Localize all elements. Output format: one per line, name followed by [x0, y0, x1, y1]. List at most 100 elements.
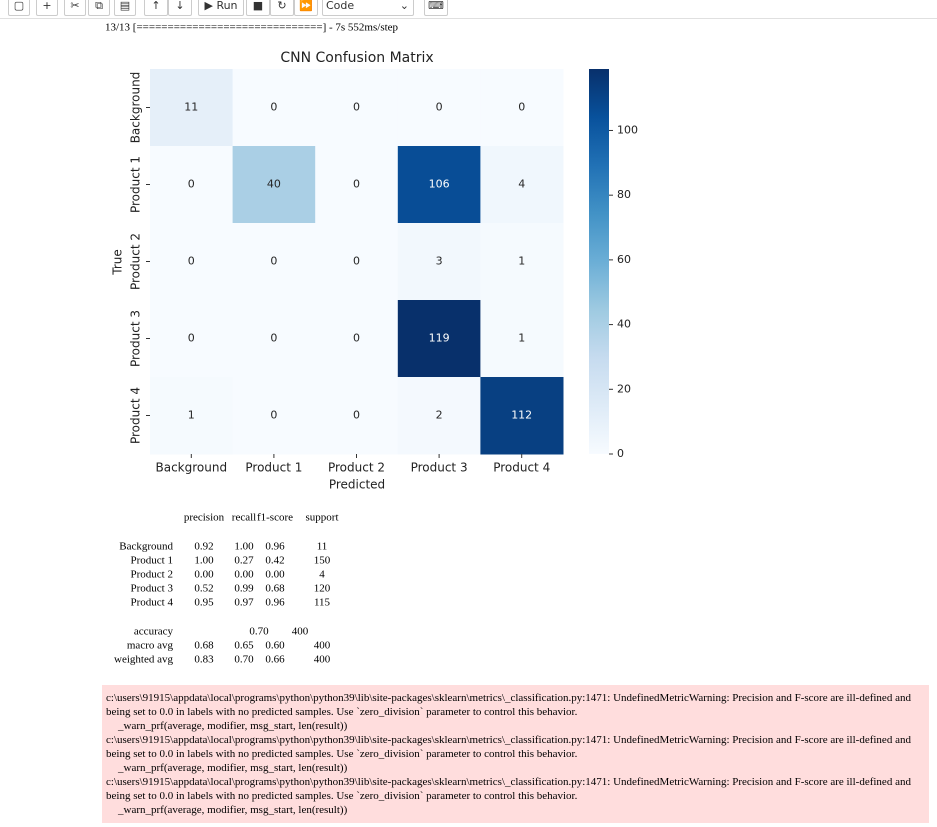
warning-message: c:\users\91915\appdata\local\programs\py…	[106, 734, 911, 760]
heatmap-cell	[150, 69, 234, 147]
cell-label: 0	[188, 255, 195, 268]
y-tick-label: Product 3	[129, 310, 143, 367]
restart-button[interactable]: ↻	[270, 0, 294, 16]
colorbar-tick-label: 80	[617, 188, 631, 201]
run-all-button[interactable]: ⏩	[294, 0, 318, 16]
report-cell: 0.97	[234, 597, 254, 609]
heatmap-cell	[480, 223, 564, 301]
run-button[interactable]: ▶ Run	[198, 0, 244, 16]
report-cell: 0.95	[194, 597, 214, 609]
heatmap-cell	[315, 223, 399, 301]
report-cell: 400	[314, 640, 331, 652]
cell-label: 119	[429, 332, 450, 345]
report-row-label: accuracy	[134, 626, 174, 638]
report-header: support	[306, 512, 339, 524]
report-cell: 0.68	[194, 640, 214, 652]
cell-label: 4	[518, 178, 525, 191]
report-cell: 0.96	[265, 541, 285, 553]
report-row-label: Product 3	[131, 583, 174, 595]
cell-type-select[interactable]: Code ⌄	[322, 0, 414, 16]
save-button[interactable]: ▢	[8, 0, 30, 16]
y-axis-label: True	[111, 249, 125, 276]
cell-label: 1	[518, 332, 525, 345]
cell-label: 0	[270, 101, 277, 114]
stop-button[interactable]: ■	[246, 0, 270, 16]
report-row-label: Product 4	[131, 597, 174, 609]
report-cell: 0.00	[265, 569, 285, 581]
report-cell: 115	[314, 597, 331, 609]
warning-source: _warn_prf(average, modifier, msg_start, …	[118, 804, 348, 816]
x-tick-label: Product 4	[493, 461, 550, 475]
report-cell: 0.99	[234, 583, 254, 595]
heatmap-cell	[315, 69, 399, 147]
report-cell: 1.00	[234, 541, 254, 553]
report-cell: 0.27	[234, 555, 254, 567]
heatmap-cell	[232, 377, 316, 455]
report-row-label: macro avg	[127, 640, 174, 652]
x-tick-label: Product 2	[328, 461, 385, 475]
report-row-label: Background	[119, 541, 173, 553]
warning-output: c:\users\91915\appdata\local\programs\py…	[102, 685, 929, 823]
cell-label: 0	[270, 409, 277, 422]
progress-text: 13/13 [==============================] -…	[105, 22, 399, 34]
report-cell: 11	[317, 541, 328, 553]
report-cell: 0.70	[249, 626, 269, 638]
report-cell: 400	[314, 654, 331, 666]
x-tick-label: Product 1	[245, 461, 302, 475]
x-tick-label: Background	[156, 461, 228, 475]
heatmap-cell	[315, 377, 399, 455]
report-header: recall	[232, 512, 256, 524]
report-cell: 400	[292, 626, 309, 638]
add-button[interactable]: +	[36, 0, 58, 16]
cell-label: 0	[353, 332, 360, 345]
report-cell: 4	[319, 569, 325, 581]
warning-source: _warn_prf(average, modifier, msg_start, …	[118, 720, 348, 732]
heatmap-cell	[480, 146, 564, 224]
x-tick-label: Product 3	[411, 461, 468, 475]
heatmap-cell	[397, 377, 481, 455]
warning-message: c:\users\91915\appdata\local\programs\py…	[106, 776, 911, 802]
heatmap-cell	[315, 300, 399, 378]
cell-label: 0	[270, 332, 277, 345]
heatmap-cell	[150, 377, 234, 455]
cell-label: 0	[353, 101, 360, 114]
x-axis-label: Predicted	[329, 478, 385, 492]
report-cell: 0.00	[194, 569, 214, 581]
heatmap-cell	[150, 300, 234, 378]
colorbar	[589, 69, 609, 454]
paste-button[interactable]: ▤	[114, 0, 136, 16]
colorbar-tick-label: 40	[617, 318, 631, 331]
cell-label: 2	[436, 409, 443, 422]
copy-button[interactable]: ⧉	[88, 0, 110, 16]
report-cell: 120	[314, 583, 331, 595]
report-cell: 0.65	[234, 640, 254, 652]
cell-label: 0	[270, 255, 277, 268]
report-cell: 0.92	[194, 541, 213, 553]
report-cell: 0.68	[265, 583, 285, 595]
cut-button[interactable]: ✂	[64, 0, 86, 16]
chart-title: CNN Confusion Matrix	[280, 50, 433, 66]
move-up-button[interactable]: ↑	[144, 0, 168, 16]
report-cell: 0.52	[194, 583, 213, 595]
cell-label: 1	[188, 409, 195, 422]
cell-label: 1	[518, 255, 525, 268]
heatmap-cell	[150, 223, 234, 301]
output: 13/13 [==============================] -…	[105, 22, 638, 666]
heatmap-cell	[480, 69, 564, 147]
move-down-button[interactable]: ↓	[168, 0, 192, 16]
colorbar-tick-label: 0	[617, 447, 624, 460]
cell-label: 0	[353, 409, 360, 422]
report-header: f1-score	[257, 512, 293, 524]
keyboard-button[interactable]: ⌨	[424, 0, 448, 16]
y-tick-label: Product 2	[129, 233, 143, 290]
report-header: precision	[184, 512, 225, 524]
cell-label: 106	[429, 178, 450, 191]
colorbar-tick-label: 20	[617, 382, 631, 395]
run-label: Run	[216, 0, 238, 12]
cell-type: Code	[326, 0, 355, 12]
report-cell: 0.83	[194, 654, 214, 666]
y-tick-label: Background	[129, 72, 143, 144]
toolbar: ▢ + ✂ ⧉ ▤ ↑ ↓ ▶ Run ■ ↻ ⏩ Code ⌄ ⌨	[0, 0, 937, 19]
report-cell: 0.66	[265, 654, 285, 666]
